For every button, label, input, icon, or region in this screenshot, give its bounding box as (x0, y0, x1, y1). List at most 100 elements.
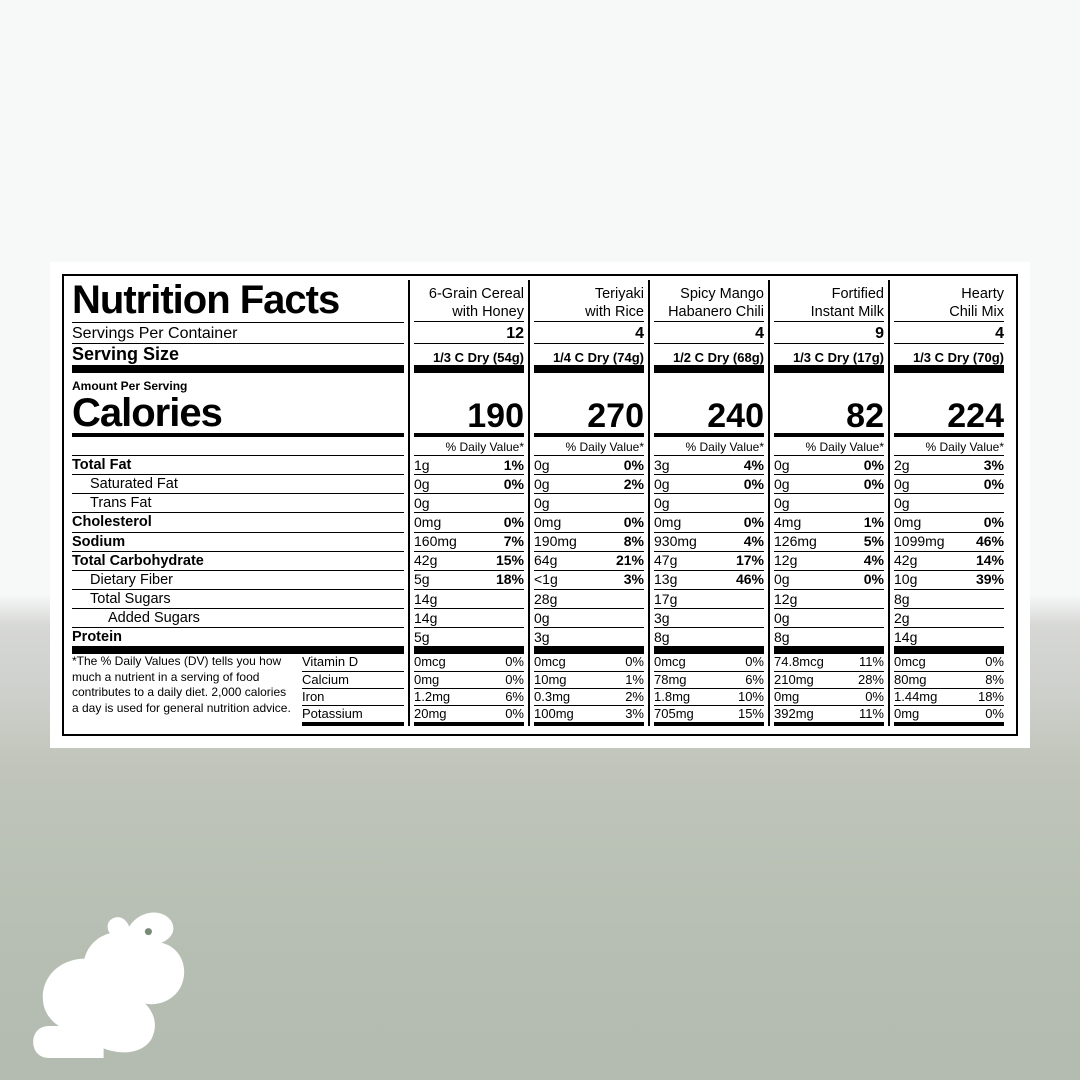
nutrient-amount: 0g (414, 495, 430, 513)
serving-size-cell: 1/4 C Dry (74g) (528, 344, 648, 373)
nutrient-amount: 13g (654, 571, 677, 589)
nutrient-pair: 930mg4% (654, 533, 764, 552)
nutrient-amount: 160mg (414, 533, 457, 551)
nutrient-amount: 17g (654, 591, 677, 609)
calories-value: 190 (414, 399, 524, 437)
calories-cell: 270 (528, 393, 648, 437)
micro-label: Vitamin D (302, 654, 404, 671)
nutrient-cell: 12g4% (768, 552, 888, 571)
micro-pct: 0% (505, 654, 524, 670)
nutrient-label: Trans Fat (72, 494, 404, 513)
nutrient-amount: 2g (894, 610, 910, 628)
servings-label: Servings Per Container (72, 322, 404, 344)
nutrient-label: Cholesterol (72, 513, 404, 532)
nutrient-row: Dietary Fiber5g18%<1g3%13g46%0g0%10g39% (72, 571, 1008, 590)
nutrient-cell: 0g (528, 494, 648, 513)
daily-value-label: % Daily Value* (414, 439, 524, 456)
nutrient-pair: 5g (414, 629, 524, 647)
servings-cell: 4 (888, 322, 1008, 344)
micro-pct: 6% (505, 689, 524, 705)
servings-cell: 9 (768, 322, 888, 344)
product-header: 6-Grain Cerealwith Honey (408, 280, 528, 322)
nutrient-rows: Total Fat1g1%0g0%3g4%0g0%2g3%Saturated F… (72, 456, 1008, 646)
serving-size-cell: 1/2 C Dry (68g) (648, 344, 768, 373)
nutrient-amount: 14g (414, 591, 437, 609)
nutrient-amount: 0g (654, 476, 670, 494)
daily-value-label: % Daily Value* (534, 439, 644, 456)
nutrient-cell: 0g0% (408, 475, 528, 494)
nutrient-label: Total Sugars (72, 590, 404, 609)
nutrient-pct: 1% (864, 514, 884, 532)
aps-row: Amount Per Serving (72, 373, 1008, 393)
nutrient-cell: 28g (528, 590, 648, 609)
nutrient-amount: 8g (654, 629, 670, 647)
calories-cell: 82 (768, 393, 888, 437)
micro-amount: 0mcg (654, 654, 686, 670)
nutrient-pair: 42g14% (894, 552, 1004, 571)
nutrient-cell: 8g (648, 628, 768, 646)
nutrient-row: Cholesterol0mg0%0mg0%0mg0%4mg1%0mg0% (72, 513, 1008, 532)
nutrient-amount: 42g (414, 552, 437, 570)
nutrient-pair: 0g (894, 495, 1004, 514)
micro-pct: 11% (859, 654, 884, 670)
micro-col: 0mcg0%80mg8%1.44mg18%0mg0% (888, 654, 1008, 726)
micro-pct: 8% (985, 672, 1004, 688)
nutrient-cell: 0mg0% (888, 513, 1008, 532)
micro-label: Calcium (302, 672, 404, 689)
nutrient-cell: 0g0% (768, 571, 888, 590)
micro-amount: 0mcg (414, 654, 446, 670)
nutrient-amount: 8g (774, 629, 790, 647)
nutrient-cell: 47g17% (648, 552, 768, 571)
micro-amount: 0mcg (534, 654, 566, 670)
nutrient-amount: 0g (894, 495, 910, 513)
nutrient-cell: 0mg0% (648, 513, 768, 532)
nutrient-amount: 0g (774, 457, 790, 475)
nutrient-pair: 14g (414, 591, 524, 610)
nutrient-pair: 3g4% (654, 457, 764, 476)
amount-per-serving-label: Amount Per Serving (72, 373, 187, 393)
nutrient-amount: 1099mg (894, 533, 945, 551)
nutrient-pair: 1g1% (414, 457, 524, 476)
nutrient-pair: 160mg7% (414, 533, 524, 552)
nutrient-amount: 0g (534, 476, 550, 494)
nutrient-cell: 42g 15% (408, 552, 528, 571)
nutrient-amount: 3g (654, 610, 670, 628)
servings-value: 4 (654, 325, 764, 344)
micro-pair: 74.8mcg11% (774, 654, 884, 671)
micro-pair: 392mg11% (774, 706, 884, 726)
servings-value: 12 (414, 325, 524, 344)
nutrient-pair: <1g3% (534, 571, 644, 590)
serving-size-cell: 1/3 C Dry (17g) (768, 344, 888, 373)
nutrient-cell: 13g46% (648, 571, 768, 590)
micro-amount: 392mg (774, 706, 814, 722)
nutrient-cell: 10g39% (888, 571, 1008, 590)
nutrient-pair: 0g (534, 495, 644, 514)
nutrient-cell: 42g14% (888, 552, 1008, 571)
micro-pair: 0.3mg2% (534, 689, 644, 706)
nutrient-pct: 0% (864, 476, 884, 494)
nutrient-pair: 2g (894, 610, 1004, 629)
product-header: Spicy MangoHabanero Chili (648, 280, 768, 322)
nutrient-amount: 12g (774, 591, 797, 609)
micro-amount: 0mg (774, 689, 799, 705)
nutrient-pair: 5g18% (414, 571, 524, 590)
nutrient-amount: 0g (414, 476, 430, 494)
nutrient-cell: 126mg5% (768, 533, 888, 552)
nutrient-pair: 0g0% (654, 476, 764, 495)
calories-row: Calories 19027024082224 (72, 393, 1008, 437)
footnote-text: *The % Daily Values (DV) tells you how m… (72, 654, 302, 716)
nutrition-facts-title: Nutrition Facts (72, 280, 339, 322)
nutrient-amount: 5g (414, 629, 430, 647)
micro-pair: 10mg1% (534, 672, 644, 689)
nutrient-pair: 13g46% (654, 571, 764, 590)
product-header: Teriyakiwith Rice (528, 280, 648, 322)
nutrient-cell: 0g2% (528, 475, 648, 494)
nutrient-pair: 0g0% (534, 457, 644, 476)
nutrient-pct: 15% (496, 552, 524, 570)
nutrient-pct: 18% (496, 571, 524, 589)
nutrient-pair: 47g17% (654, 552, 764, 571)
nutrient-row: Total Sugars14g28g17g12g8g (72, 590, 1008, 609)
nutrient-pct: 0% (624, 457, 644, 475)
nutrient-pair: 64g21% (534, 552, 644, 571)
nutrient-amount: 0g (774, 495, 790, 513)
